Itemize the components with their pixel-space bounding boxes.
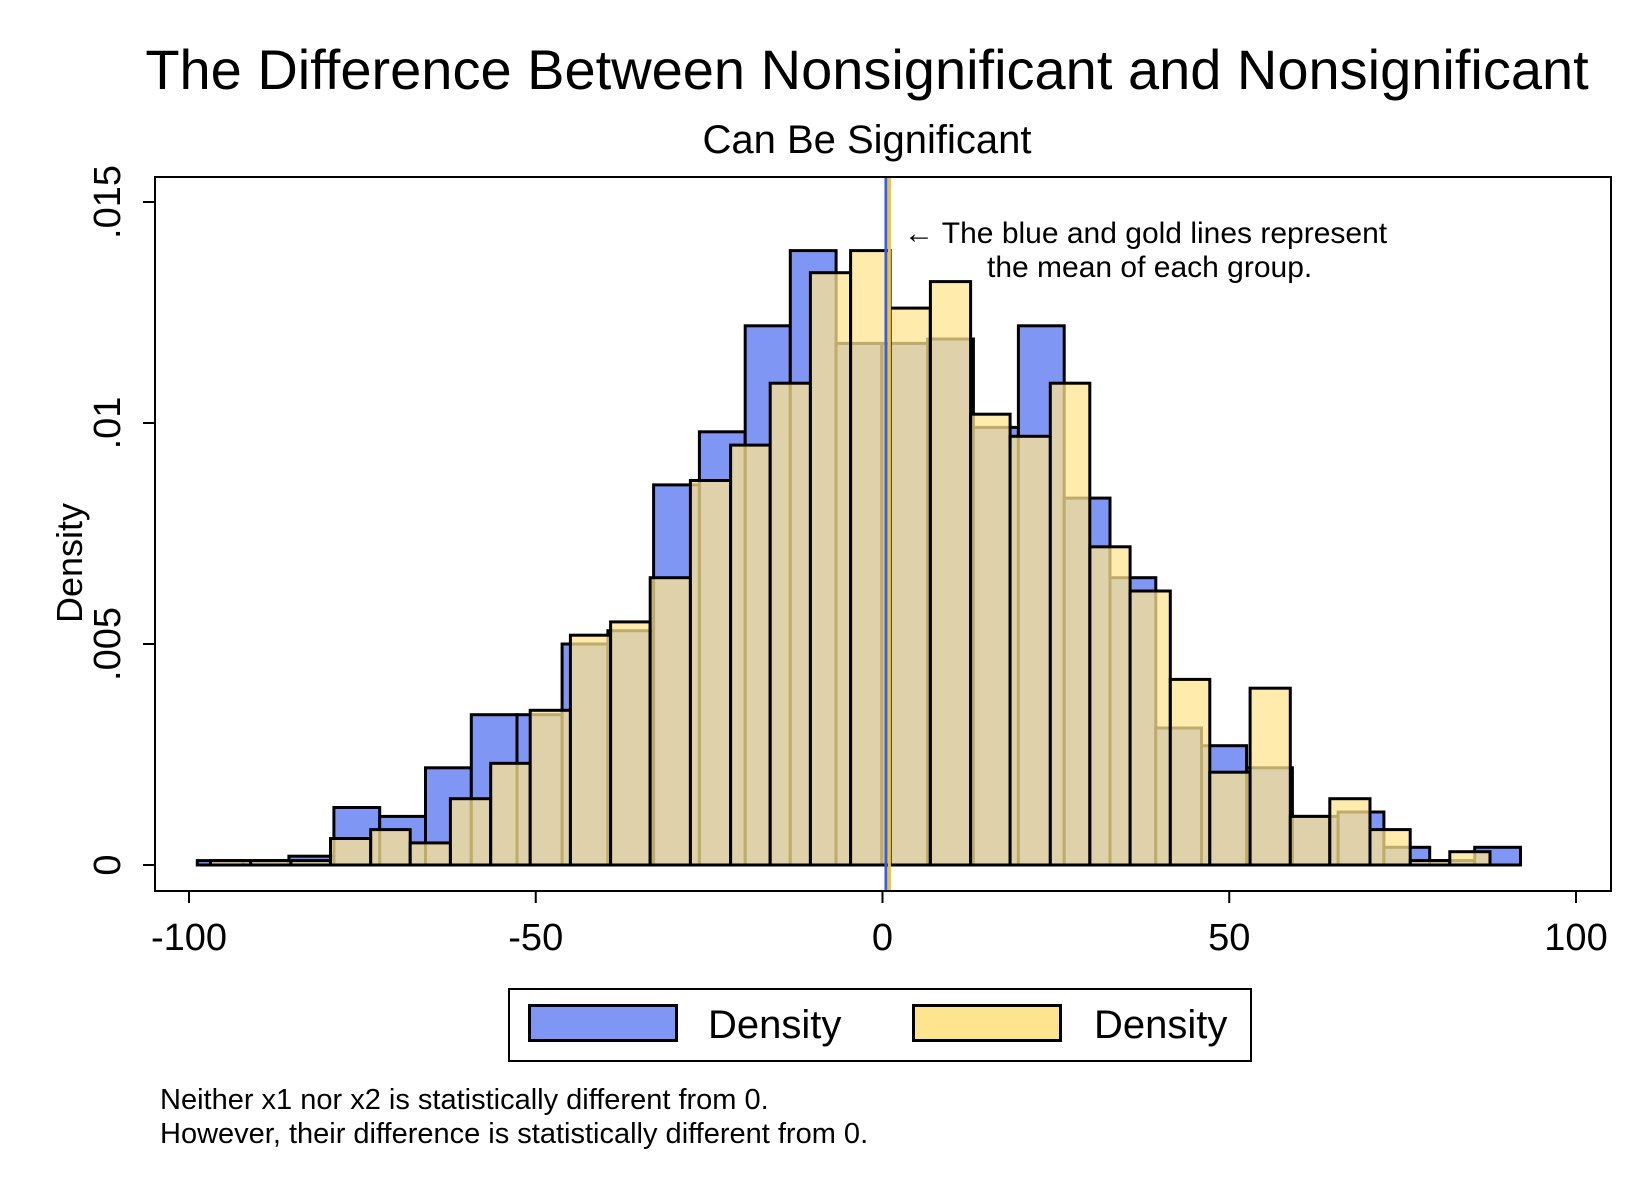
annotation-line-2: the mean of each group. bbox=[987, 251, 1312, 284]
gold-bar-13 bbox=[729, 443, 772, 867]
y-tick-label-1: .005 bbox=[87, 607, 129, 681]
footnote-line-1: Neither x1 nor x2 is statistically diffe… bbox=[160, 1084, 769, 1116]
gold-bar-3 bbox=[329, 837, 373, 867]
gold-bar-25 bbox=[1208, 770, 1252, 867]
gold-bar-30 bbox=[1408, 859, 1452, 867]
gold-bar-2 bbox=[289, 859, 332, 867]
chart-subtitle: Can Be Significant bbox=[702, 118, 1032, 162]
gold-bar-17 bbox=[888, 306, 932, 867]
gold-bar-6 bbox=[448, 797, 493, 867]
gold-bar-12 bbox=[688, 479, 733, 867]
gold-bar-23 bbox=[1128, 589, 1172, 867]
gold-bar-4 bbox=[369, 828, 412, 867]
x-tick-label-4: 100 bbox=[1544, 917, 1607, 959]
gold-bar-10 bbox=[609, 620, 652, 867]
gold-bar-5 bbox=[408, 841, 452, 867]
legend-label-blue: Density bbox=[708, 1003, 842, 1047]
gold-bar-18 bbox=[928, 280, 973, 867]
y-tick-label-0: 0 bbox=[87, 854, 129, 875]
legend-label-gold: Density bbox=[1094, 1003, 1228, 1047]
legend-swatch-gold bbox=[912, 1004, 1062, 1042]
gold-bar-9 bbox=[568, 633, 613, 867]
gold-bar-28 bbox=[1328, 797, 1372, 867]
gold-bar-14 bbox=[768, 381, 812, 867]
x-tick-label-2: 0 bbox=[872, 917, 893, 959]
gold-bar-16 bbox=[849, 249, 892, 867]
footnote-line-2: However, their difference is statistical… bbox=[160, 1118, 869, 1150]
gold-bar-20 bbox=[1008, 434, 1052, 867]
chart-title: The Difference Between Nonsignificant an… bbox=[145, 38, 1589, 101]
annotation-line-1: ← The blue and gold lines represent bbox=[904, 217, 1388, 250]
gold-bar-31 bbox=[1448, 850, 1492, 867]
gold-bar-7 bbox=[489, 761, 532, 867]
x-tick-label-3: 50 bbox=[1208, 917, 1250, 959]
x-tick-label-1: -50 bbox=[508, 917, 563, 959]
gold-bar-19 bbox=[969, 412, 1012, 867]
y-tick-label-3: .015 bbox=[87, 165, 129, 239]
gold-bar-0 bbox=[209, 859, 253, 867]
axes: -100 -50 0 50 100 0 .005 .01 .015 bbox=[87, 165, 1608, 959]
legend-swatch-blue bbox=[528, 1004, 678, 1042]
gold-bar-26 bbox=[1248, 686, 1292, 867]
gold-series-bars bbox=[209, 249, 1492, 867]
mean-lines bbox=[884, 177, 891, 891]
gold-bar-8 bbox=[528, 708, 572, 867]
y-axis-title: Density bbox=[49, 503, 90, 623]
gold-bar-22 bbox=[1088, 545, 1132, 867]
gold-bar-29 bbox=[1368, 828, 1412, 867]
gold-bar-27 bbox=[1288, 814, 1332, 867]
gold-bar-11 bbox=[648, 576, 692, 867]
gold-bar-15 bbox=[808, 271, 853, 867]
gold-bar-21 bbox=[1048, 381, 1092, 867]
gold-bar-24 bbox=[1168, 677, 1212, 867]
legend: Density Density bbox=[508, 988, 1252, 1062]
x-tick-label-0: -100 bbox=[151, 917, 227, 959]
gold-bar-1 bbox=[249, 859, 293, 867]
y-tick-label-2: .01 bbox=[87, 397, 129, 450]
